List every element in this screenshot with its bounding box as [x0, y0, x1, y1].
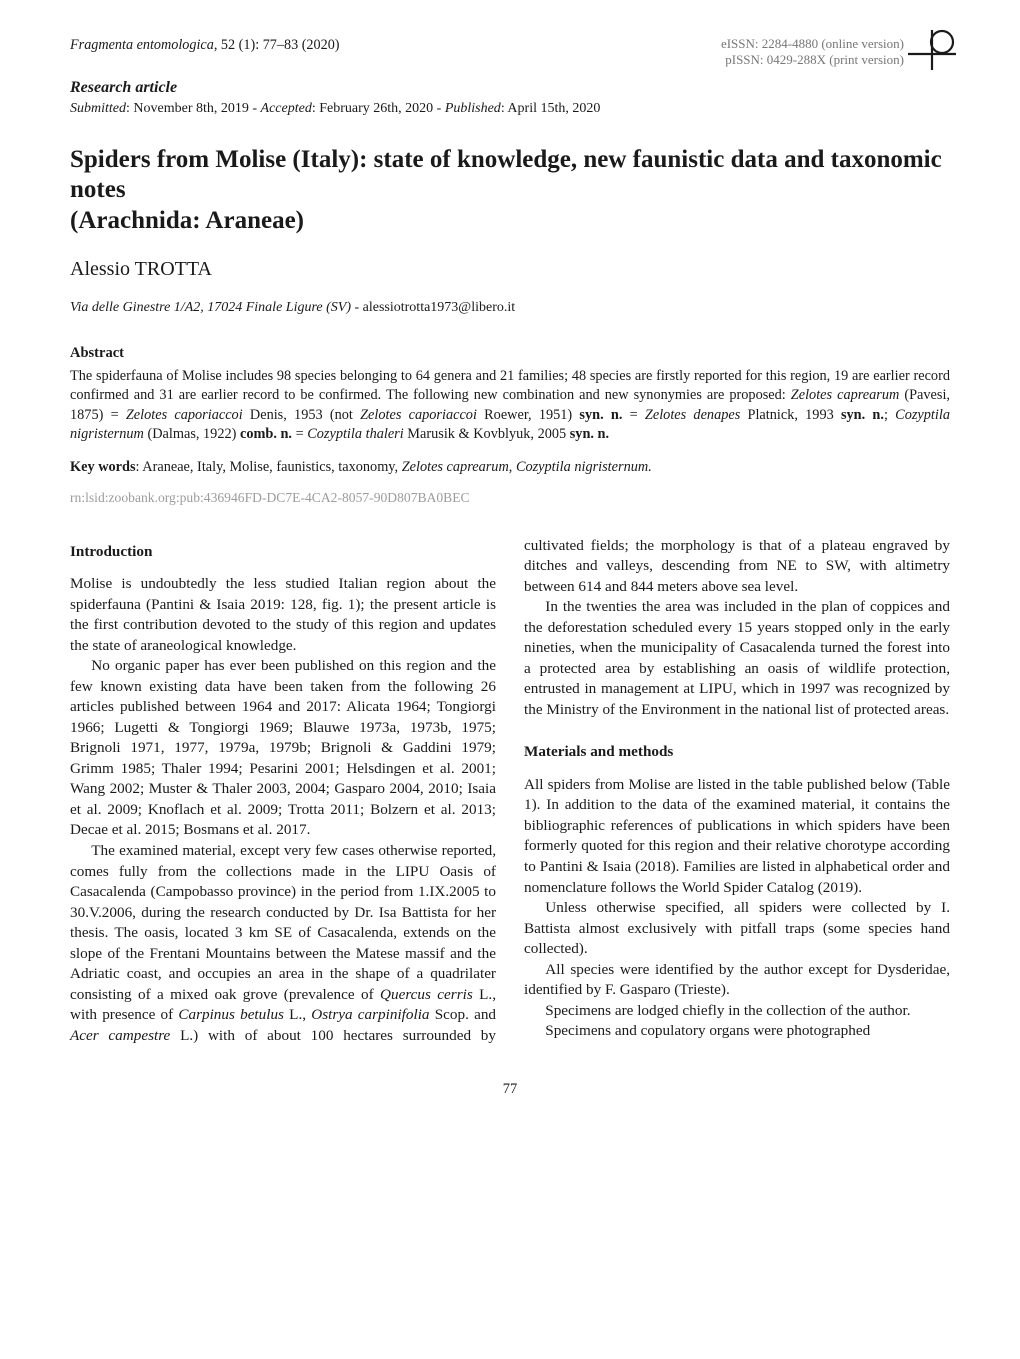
keywords-line: Key words: Araneae, Italy, Molise, fauni…	[70, 458, 950, 477]
methods-heading: Materials and methods	[524, 742, 950, 763]
zoobank-lsid: rn:lsid:zoobank.org:pub:436946FD-DC7E-4C…	[70, 489, 950, 507]
author-email: alessiotrotta1973@libero.it	[363, 300, 515, 315]
published-value: : April 15th, 2020	[501, 101, 601, 116]
accepted-value: : February 26th, 2020 -	[312, 101, 445, 116]
author-name: Alessio TROTTA	[70, 256, 950, 283]
methods-para-4: Specimens are lodged chiefly in the coll…	[524, 1001, 950, 1022]
submission-dates: Submitted: November 8th, 2019 - Accepted…	[70, 100, 950, 119]
body-columns: Introduction Molise is undoubtedly the l…	[70, 536, 950, 1046]
submitted-value: : November 8th, 2019 -	[126, 101, 261, 116]
abstract-body: The spiderfauna of Molise includes 98 sp…	[70, 367, 950, 444]
journal-name: Fragmenta entomologica	[70, 37, 214, 53]
keywords-label: Key words	[70, 459, 136, 475]
page-number: 77	[70, 1080, 950, 1100]
eissn: eISSN: 2284-4880 (online version)	[721, 36, 904, 52]
abstract-heading: Abstract	[70, 344, 950, 364]
author-affiliation: Via delle Ginestre 1/A2, 17024 Finale Li…	[70, 299, 950, 318]
affiliation-address: Via delle Ginestre 1/A2, 17024 Finale Li…	[70, 300, 351, 315]
methods-para-2: Unless otherwise specified, all spiders …	[524, 898, 950, 960]
methods-para-5: Specimens and copulatory organs were pho…	[524, 1021, 950, 1042]
pissn: pISSN: 0429-288X (print version)	[721, 52, 904, 68]
methods-para-3: All species were identified by the autho…	[524, 960, 950, 1001]
journal-logo-icon	[908, 22, 956, 70]
accepted-label: Accepted	[261, 101, 312, 116]
journal-citation: Fragmenta entomologica, 52 (1): 77–83 (2…	[70, 36, 340, 55]
issn-block: eISSN: 2284-4880 (online version) pISSN:…	[721, 36, 950, 69]
header-row: Fragmenta entomologica, 52 (1): 77–83 (2…	[70, 36, 950, 69]
submitted-label: Submitted	[70, 101, 126, 116]
published-label: Published	[445, 101, 501, 116]
introduction-heading: Introduction	[70, 542, 496, 563]
journal-volume: , 52 (1): 77–83 (2020)	[214, 37, 340, 53]
intro-para-1: Molise is undoubtedly the less studied I…	[70, 574, 496, 656]
affiliation-sep: -	[351, 300, 363, 315]
article-title: Spiders from Molise (Italy): state of kn…	[70, 145, 950, 237]
intro-para-4: In the twenties the area was included in…	[524, 597, 950, 720]
article-type: Research article	[70, 77, 950, 99]
methods-para-1: All spiders from Molise are listed in th…	[524, 775, 950, 898]
intro-para-2: No organic paper has ever been published…	[70, 656, 496, 841]
